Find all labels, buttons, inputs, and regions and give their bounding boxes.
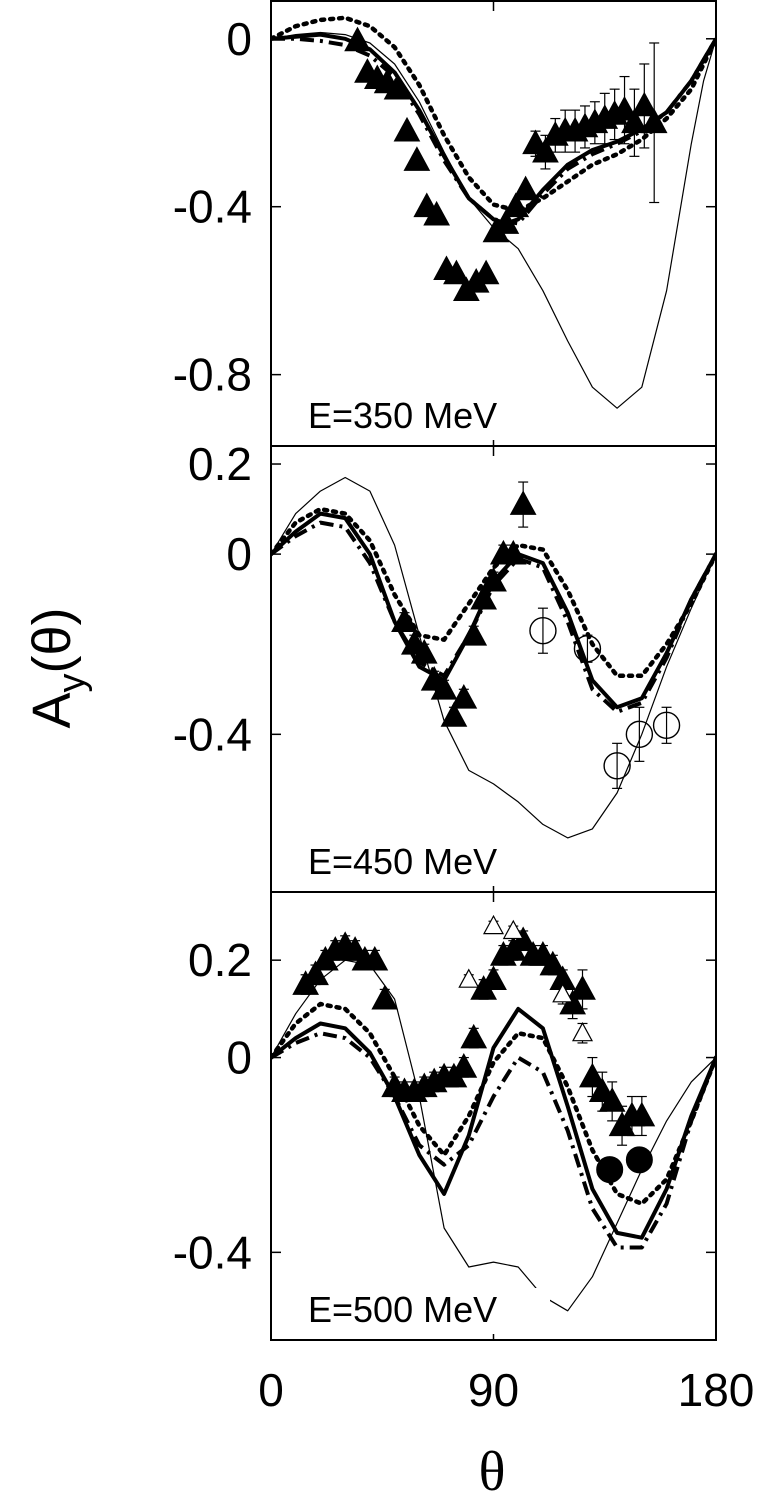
series-dotted-curve xyxy=(271,15,716,214)
data-point-filled-triangle xyxy=(443,259,470,285)
data-point-open-circle xyxy=(625,706,654,762)
data-point-open-triangle xyxy=(482,914,505,935)
panel-frame xyxy=(270,891,717,1341)
x-tick-label: 180 xyxy=(678,1364,755,1416)
y-tick-label: -0.4 xyxy=(173,708,252,760)
data-point-filled-triangle xyxy=(391,607,418,633)
data-point-filled-triangle xyxy=(450,684,478,709)
series-dotted-curve xyxy=(271,506,716,679)
data-point-filled-triangle xyxy=(539,950,567,976)
data-point-filled-triangle xyxy=(480,566,507,592)
data-point-open-circle xyxy=(603,742,631,789)
y-tick-label: 0.2 xyxy=(188,438,252,490)
y-axis-label-main: A xyxy=(22,692,82,728)
series-thin-solid-curve xyxy=(271,476,716,839)
y-tick-label: 0 xyxy=(226,528,252,580)
data-point-filled-triangle xyxy=(509,481,537,528)
panels: 0 -0.4 -0.8 E=350 MeV 0.2 0 -0.4 E=450 MeV 0.2 0 -… xyxy=(173,0,717,1341)
series-thin-solid-curve xyxy=(271,959,716,1312)
data-point-filled-triangle xyxy=(630,63,658,149)
data-point-filled-triangle xyxy=(383,74,411,100)
y-tick-label: 0 xyxy=(226,13,252,65)
y-tick-label: -0.8 xyxy=(173,349,252,401)
y-axis-label-sub: y xyxy=(51,673,93,692)
x-axis-label: θ xyxy=(479,1441,506,1503)
data-point-filled-circle xyxy=(596,1156,624,1184)
data-point-filled-circle xyxy=(625,1146,653,1174)
data-point-filled-triangle xyxy=(403,146,431,171)
series-dash-dot-curve xyxy=(271,1031,716,1250)
series-thick-solid-curve xyxy=(271,511,716,710)
series-thick-solid-curve xyxy=(271,1006,716,1240)
data-point-filled-triangle xyxy=(371,984,399,1010)
panel-label-background xyxy=(300,394,550,440)
y-tick-label: 0.2 xyxy=(188,934,252,986)
data-point-filled-triangle xyxy=(598,1081,626,1122)
data-point-filled-triangle xyxy=(344,26,371,52)
y-tick-label: 0 xyxy=(226,1032,252,1084)
x-tick-label: 90 xyxy=(468,1364,519,1416)
data-point-filled-triangle xyxy=(460,1023,488,1049)
data-point-filled-triangle xyxy=(492,209,520,234)
series-dotted-curve xyxy=(271,1001,716,1206)
data-point-open-triangle xyxy=(571,1021,594,1044)
data-point-filled-triangle xyxy=(628,1095,656,1137)
data-point-filled-triangle xyxy=(410,638,438,664)
data-point-filled-triangle xyxy=(499,539,527,565)
panel-3: 0.2 0 -0.4 E=500 MeV xyxy=(173,891,717,1341)
energy-label: E=500 MeV xyxy=(308,1289,497,1330)
y-axis-label-arg: (θ) xyxy=(22,607,82,673)
data-point-open-circle xyxy=(573,634,602,663)
data-point-open-triangle xyxy=(552,983,574,1005)
y-tick-label: -0.4 xyxy=(173,181,252,233)
data-point-filled-triangle xyxy=(621,88,648,157)
panel-label-background xyxy=(300,840,550,886)
panel-1: 0 -0.4 -0.8 E=350 MeV xyxy=(173,0,717,447)
data-point-filled-triangle xyxy=(393,116,421,142)
data-point-filled-triangle xyxy=(578,1056,606,1098)
data-point-filled-triangle xyxy=(640,42,668,204)
x-tick-label: 0 xyxy=(258,1364,284,1416)
data-point-open-triangle xyxy=(458,968,480,988)
data-point-filled-triangle xyxy=(440,702,468,727)
energy-label: E=450 MeV xyxy=(308,841,497,882)
data-point-filled-triangle xyxy=(502,192,530,218)
data-point-open-circle xyxy=(529,607,557,654)
x-tick-labels: 0 90 180 xyxy=(258,1364,754,1416)
data-point-filled-triangle xyxy=(361,945,389,971)
data-point-open-triangle xyxy=(502,919,524,940)
data-point-filled-triangle xyxy=(423,200,451,226)
y-axis-label: Ay(θ) xyxy=(22,607,93,728)
panel-label-background xyxy=(300,1288,550,1334)
energy-label: E=350 MeV xyxy=(308,395,497,436)
data-point-filled-triangle xyxy=(512,175,540,201)
data-point-filled-triangle xyxy=(569,969,596,1010)
data-point-filled-triangle xyxy=(480,965,507,991)
data-point-filled-triangle xyxy=(430,675,458,700)
data-point-filled-triangle xyxy=(472,259,500,285)
y-tick-label: -0.4 xyxy=(173,1226,252,1278)
data-point-open-circle xyxy=(652,706,681,744)
data-point-filled-triangle xyxy=(460,620,488,646)
panel-2: 0.2 0 -0.4 E=450 MeV xyxy=(173,438,717,893)
data-point-filled-triangle xyxy=(450,1053,478,1078)
